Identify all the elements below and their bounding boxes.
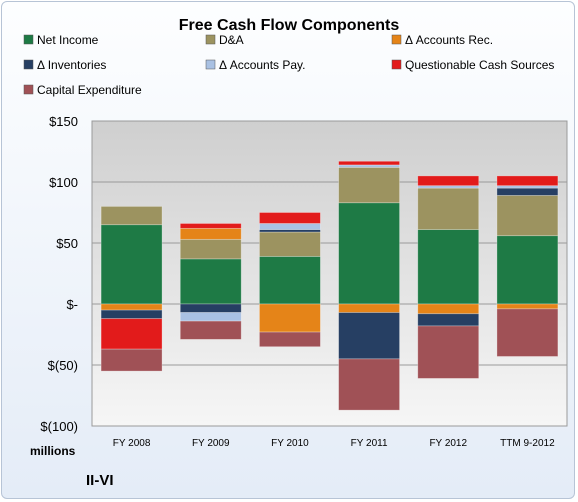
legend-label: Δ Accounts Pay. <box>219 58 306 72</box>
bar-segment <box>100 303 163 311</box>
bar-segment <box>338 312 400 360</box>
bar-segment <box>417 175 480 187</box>
y-tick-label: $(100) <box>40 419 78 434</box>
y-tick-label: $150 <box>49 114 78 129</box>
bar-segment <box>417 303 480 315</box>
bar-segment <box>417 185 480 189</box>
bar-segment <box>259 256 321 305</box>
bar-segment <box>259 223 321 230</box>
bar-segment <box>338 160 400 166</box>
legend-swatch <box>23 34 34 45</box>
bar-segment <box>100 224 163 305</box>
x-tick-label: FY 2010 <box>271 438 309 449</box>
x-tick-label: FY 2011 <box>351 438 388 449</box>
bar-segment <box>259 303 321 333</box>
y-tick-label: $- <box>66 297 78 312</box>
x-tick-label: TTM 9-2012 <box>500 438 555 449</box>
bar-segment <box>417 325 480 379</box>
company-label: II-VI <box>86 472 114 489</box>
bar-segment <box>100 348 163 372</box>
bar-segment <box>179 258 242 305</box>
bar-segment <box>338 202 400 305</box>
legend-label: Net Income <box>37 33 99 47</box>
bar-segment <box>179 312 242 322</box>
bar-segment <box>179 320 242 340</box>
legend-label: Capital Expenditure <box>37 83 142 97</box>
unit-label: millions <box>30 444 76 458</box>
bar-segment <box>259 331 321 348</box>
bar-segment <box>179 238 242 260</box>
legend-swatch <box>205 34 216 45</box>
legend-label: Δ Inventories <box>37 58 106 72</box>
y-axis: $150 $100 $50 $- $(50) $(100) <box>40 114 78 434</box>
legend-swatch <box>23 59 34 70</box>
bars <box>100 160 559 411</box>
legend: Net Income D&A Δ Accounts Rec. Δ Inventorie… <box>23 33 554 97</box>
y-tick-label: $(50) <box>48 358 78 373</box>
x-tick-label: FY 2008 <box>113 438 151 449</box>
bar-segment <box>496 195 559 237</box>
y-tick-label: $100 <box>49 175 78 190</box>
legend-label: Δ Accounts Rec. <box>405 33 493 47</box>
gridlines <box>92 120 567 427</box>
x-tick-label: FY 2009 <box>192 438 230 449</box>
bar-segment <box>259 231 321 257</box>
bar-segment <box>417 313 480 327</box>
plot-area <box>91 120 568 427</box>
legend-swatch <box>391 34 402 45</box>
legend-swatch <box>205 59 216 70</box>
legend-swatch <box>391 59 402 70</box>
legend-label: D&A <box>219 33 244 47</box>
bar-segment <box>100 309 163 320</box>
bar-segment <box>417 187 480 230</box>
y-tick-label: $50 <box>56 236 78 251</box>
legend-swatch <box>23 84 34 95</box>
legend-label: Questionable Cash Sources <box>405 58 554 72</box>
bar-segment <box>496 235 559 305</box>
bar-segment <box>496 308 559 357</box>
bar-segment <box>417 229 480 305</box>
bar-segment <box>338 166 400 204</box>
bar-segment <box>496 303 559 310</box>
bar-segment <box>496 185 559 189</box>
bar-segment <box>259 212 321 224</box>
bar-segment <box>496 175 559 187</box>
bar-segment <box>338 358 400 411</box>
bar-segment <box>179 303 242 313</box>
bar-segment <box>100 318 163 350</box>
bar-segment <box>496 187 559 196</box>
bar-segment <box>179 227 242 240</box>
x-axis: FY 2008 FY 2009 FY 2010 FY 2011 FY 2012 TTM 9… <box>113 438 555 449</box>
x-tick-label: FY 2012 <box>429 438 467 449</box>
bar-segment <box>100 205 163 226</box>
chart-title: Free Cash Flow Components <box>179 17 400 34</box>
bar-segment <box>179 223 242 229</box>
bar-segment <box>338 303 400 313</box>
